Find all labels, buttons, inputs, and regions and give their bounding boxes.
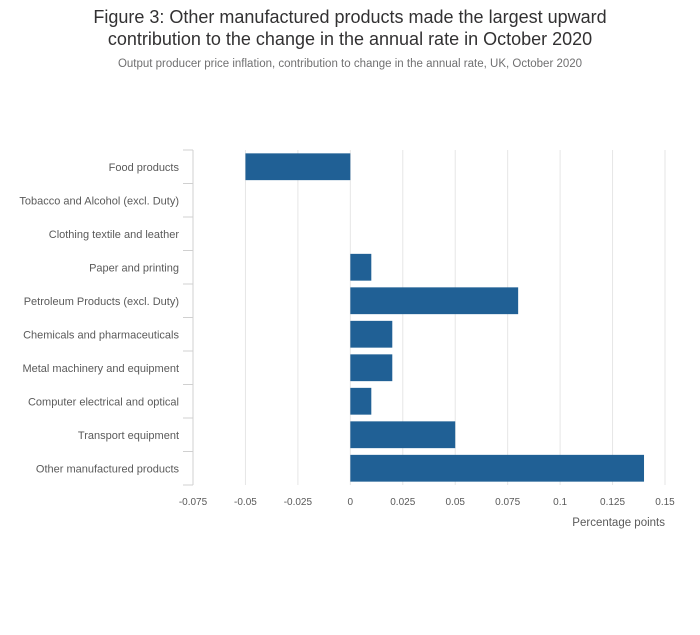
x-tick-label: 0.125 <box>600 497 625 508</box>
chart-title-line-2: contribution to the change in the annual… <box>107 29 593 49</box>
chart-subtitle: Output producer price inflation, contrib… <box>117 58 583 70</box>
x-tick-label: 0.05 <box>445 497 465 508</box>
chart-title-line-1: Figure 3: Other manufactured products ma… <box>93 7 607 27</box>
x-tick-label: 0.075 <box>495 497 520 508</box>
category-label: Petroleum Products (excl. Duty) <box>24 296 179 308</box>
category-label: Tobacco and Alcohol (excl. Duty) <box>19 195 179 207</box>
x-tick-label: -0.025 <box>284 497 313 508</box>
bar <box>350 354 393 382</box>
bar <box>350 253 372 281</box>
x-tick-label: 0.15 <box>655 497 675 508</box>
bar <box>350 421 456 449</box>
category-label: Clothing textile and leather <box>49 229 180 241</box>
category-label: Metal machinery and equipment <box>22 363 179 375</box>
category-label: Computer electrical and optical <box>28 396 179 408</box>
bar <box>350 320 393 348</box>
x-tick-label: -0.075 <box>179 497 208 508</box>
bar <box>350 387 372 415</box>
bar <box>350 287 519 315</box>
x-tick-label: 0.025 <box>390 497 415 508</box>
x-tick-label: -0.05 <box>234 497 257 508</box>
category-label: Transport equipment <box>78 430 179 442</box>
chart-title: Figure 3: Other manufactured products ma… <box>0 6 700 50</box>
category-label: Paper and printing <box>89 262 179 274</box>
bar <box>350 454 645 482</box>
category-label: Food products <box>109 162 180 174</box>
category-label: Other manufactured products <box>36 463 180 475</box>
category-label: Chemicals and pharmaceuticals <box>23 329 179 341</box>
x-tick-label: 0 <box>348 497 354 508</box>
x-axis-title: Percentage points <box>572 517 665 529</box>
x-tick-label: 0.1 <box>553 497 567 508</box>
bar <box>245 153 351 181</box>
